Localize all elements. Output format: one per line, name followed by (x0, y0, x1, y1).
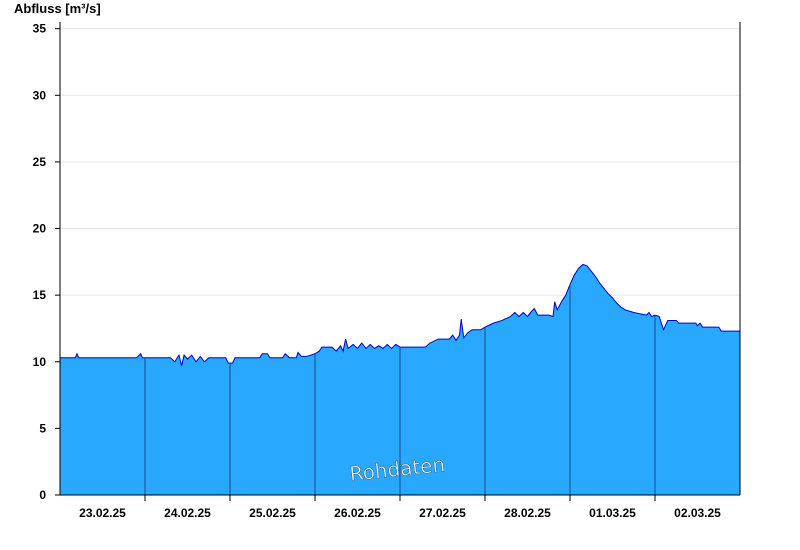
x-tick-label: 27.02.25 (419, 506, 466, 520)
x-tick-label: 01.03.25 (589, 506, 636, 520)
discharge-line (60, 263, 740, 366)
x-tick-label: 23.02.25 (79, 506, 126, 520)
day-separator-layer (144, 284, 656, 495)
axis-layer (55, 22, 741, 501)
x-tick-label: 02.03.25 (674, 506, 721, 520)
y-tick-label: 35 (33, 22, 47, 36)
y-axis-label: Abfluss [m³/s] (14, 1, 101, 16)
x-tick-label: 28.02.25 (504, 506, 551, 520)
x-tick-label: 24.02.25 (164, 506, 211, 520)
y-tick-label: 25 (33, 155, 47, 169)
x-tick-label: 26.02.25 (334, 506, 381, 520)
y-tick-label: 15 (33, 288, 47, 302)
x-tick-label: 25.02.25 (249, 506, 296, 520)
y-tick-label: 20 (33, 222, 47, 236)
y-tick-label: 5 (39, 421, 46, 435)
y-tick-label: 10 (33, 355, 47, 369)
x-tick-labels: 23.02.25 24.02.25 25.02.25 26.02.25 27.02.25… (79, 506, 721, 520)
y-tick-labels: 0 5 10 15 20 25 30 35 (33, 22, 47, 502)
y-tick-label: 30 (33, 88, 47, 102)
y-tick-label: 0 (39, 488, 46, 502)
